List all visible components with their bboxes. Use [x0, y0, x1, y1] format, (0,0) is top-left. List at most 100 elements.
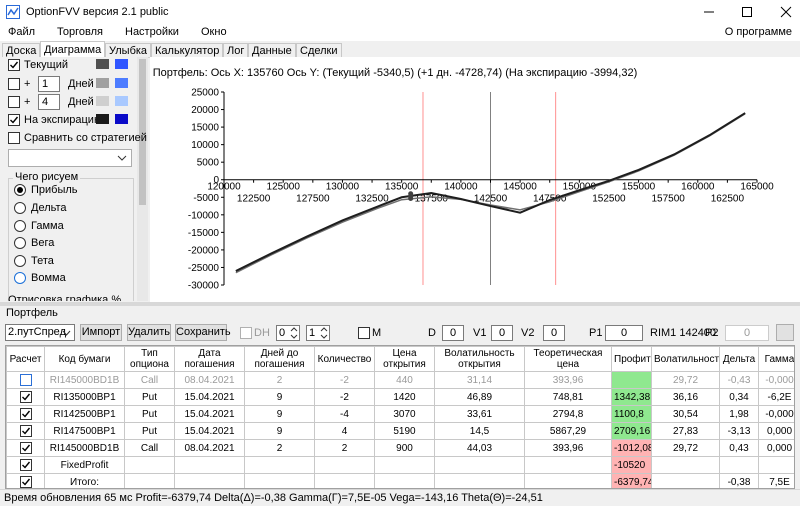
table-cell	[758, 456, 794, 474]
table-cell: 29,72	[651, 439, 720, 457]
table-cell	[719, 456, 759, 474]
days-input[interactable]: 1	[38, 76, 60, 92]
unit: Дней	[68, 96, 94, 108]
scrollbar[interactable]	[137, 57, 148, 301]
table-cell: -2	[314, 371, 375, 389]
menu-item[interactable]: О программе	[724, 26, 792, 38]
checkbox[interactable]	[8, 96, 20, 108]
menu-item[interactable]: Файл	[8, 26, 36, 38]
table-cell: 36,16	[651, 388, 720, 406]
splitter[interactable]	[0, 302, 800, 306]
x-tick-label: 165000	[740, 182, 774, 193]
color-swatch[interactable]	[96, 114, 109, 124]
table-cell: 9	[244, 388, 315, 406]
radio[interactable]	[14, 220, 26, 232]
spin-input[interactable]: 0	[276, 325, 300, 341]
tab[interactable]: Улыбка	[105, 43, 152, 57]
menu-item[interactable]: Торговля	[57, 26, 103, 38]
checkbox[interactable]	[20, 425, 32, 437]
checkbox[interactable]	[8, 114, 20, 126]
table-cell: 1,98	[719, 405, 759, 423]
table-cell: RI147500BP1	[44, 422, 125, 440]
checkbox[interactable]	[8, 132, 20, 144]
table-cell: 4	[314, 422, 375, 440]
checkbox[interactable]	[20, 442, 32, 454]
checkbox[interactable]	[358, 327, 370, 339]
radio[interactable]	[14, 202, 26, 214]
radio-label: Прибыль	[31, 184, 78, 196]
button[interactable]: Импорт	[80, 324, 122, 341]
button[interactable]: Сохранить	[175, 324, 231, 341]
column-header: Количество	[314, 346, 375, 372]
field-input[interactable]: 0	[605, 325, 643, 341]
tab-strip: Доска Диаграмма Улыбка Калькулятор Лог Данные…	[0, 41, 800, 58]
color-swatch[interactable]	[115, 78, 128, 88]
table-cell: -0,000	[758, 405, 794, 423]
color-swatch[interactable]	[115, 59, 128, 69]
x-tick-label: 150000	[563, 182, 597, 193]
cursor-point	[408, 191, 414, 197]
column-header: Волатильность открытия	[434, 346, 525, 372]
color-swatch[interactable]	[115, 114, 128, 124]
menu-item[interactable]: Настройки	[125, 26, 179, 38]
radio[interactable]	[14, 272, 26, 284]
spin-input[interactable]: 1	[306, 325, 330, 341]
tab[interactable]: Лог	[223, 43, 249, 57]
checkbox[interactable]	[20, 476, 32, 488]
table-cell: 14,5	[434, 422, 525, 440]
table-cell	[174, 473, 245, 488]
checkbox[interactable]	[20, 374, 32, 386]
radio[interactable]	[14, 184, 26, 196]
days-input[interactable]: 4	[38, 94, 60, 110]
color-swatch[interactable]	[96, 78, 109, 88]
tab[interactable]: Сделки	[296, 43, 342, 57]
table-cell: 31,14	[434, 371, 525, 389]
strategy-dropdown[interactable]: 2.путСпред	[5, 324, 75, 341]
scroll-thumb[interactable]	[139, 59, 146, 205]
column-header: Теоретическая цена	[524, 346, 612, 372]
color-swatch[interactable]	[115, 96, 128, 106]
field-input[interactable]: 0	[725, 325, 769, 341]
tab[interactable]: Данные	[248, 43, 296, 57]
radio[interactable]	[14, 237, 26, 249]
table-cell	[124, 473, 175, 488]
table-cell: Call	[124, 371, 175, 389]
field-input[interactable]: 0	[442, 325, 464, 341]
checkbox[interactable]	[20, 391, 32, 403]
field-input[interactable]: 0	[543, 325, 565, 341]
radio-label: Дельта	[31, 202, 67, 214]
tab[interactable]: Доска	[2, 43, 41, 57]
table-cell: Put	[124, 388, 175, 406]
window-controls[interactable]	[690, 0, 800, 24]
table-cell: 15.04.2021	[174, 405, 245, 423]
checkbox[interactable]	[8, 59, 20, 71]
color-swatch[interactable]	[96, 96, 109, 106]
table-cell	[524, 473, 612, 488]
column-header: Профит	[611, 346, 652, 372]
button[interactable]: Удалить	[127, 324, 171, 341]
table-cell: -0,000	[758, 371, 794, 389]
menu-item[interactable]: Окно	[201, 26, 227, 38]
table-cell: -0,38	[719, 473, 759, 488]
checkbox[interactable]	[20, 459, 32, 471]
field-input[interactable]: 0	[491, 325, 513, 341]
color-swatch[interactable]	[96, 59, 109, 69]
checkbox[interactable]	[8, 78, 20, 90]
table-cell: RI145000BD1B	[44, 439, 125, 457]
checkbox[interactable]	[20, 408, 32, 420]
x-tick-label: 137500	[415, 194, 449, 205]
tab[interactable]: Калькулятор	[151, 43, 224, 57]
table-cell	[374, 456, 435, 474]
strategy-select[interactable]	[8, 149, 132, 167]
button[interactable]	[776, 324, 794, 341]
y-tick-label: -15000	[188, 228, 220, 239]
x-tick-label: 157500	[651, 194, 685, 205]
calc-cell	[6, 456, 45, 474]
tab[interactable]: Диаграмма	[40, 41, 106, 57]
table-cell	[434, 456, 525, 474]
table-cell	[244, 473, 315, 488]
checkbox[interactable]	[240, 327, 252, 339]
y-tick-label: -20000	[188, 245, 220, 256]
profit-cell: -1012,08	[611, 439, 652, 457]
radio[interactable]	[14, 255, 26, 267]
